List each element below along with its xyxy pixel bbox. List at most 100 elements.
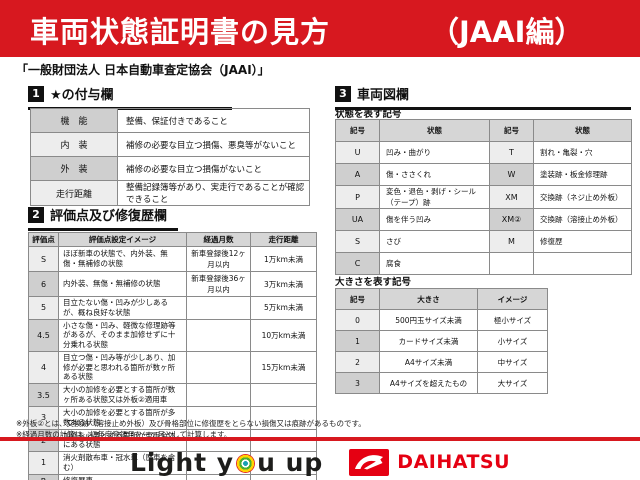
table-row: 4.5 小さな傷・凹み、軽微な修理跡等があるが、そのまま加修せずに十分乗れる状態… (28, 318, 317, 352)
light-you-up-logo: Light y u up (130, 448, 323, 477)
table-row: 3.5 大小の加修を必要とする箇所が数ヶ所ある状態又は外板②適用車 (28, 383, 317, 407)
symbol-cell: T (489, 141, 534, 164)
mileage-cell: 10万km未満 (250, 318, 317, 352)
section1-number-badge: 1 (28, 85, 44, 102)
star-category-label: 外 装 (30, 156, 118, 181)
footnote-line: ※経過月数の計算は、初年度登録月を一ヶ月として計算します。 (16, 430, 232, 440)
months-cell (186, 296, 251, 320)
section3-number-badge: 3 (335, 85, 351, 102)
score-cell: S (28, 246, 59, 272)
col-header-symbol: 記号 (335, 288, 380, 310)
image-cell: 目立つ傷・凹み等が少しあり、加修が必要と思われる箇所が数ヶ所ある状態 (58, 350, 187, 385)
daihatsu-mark-icon (349, 448, 390, 476)
section2-heading: 2 評価点及び修復歴欄 (28, 205, 178, 231)
table-row: A 傷・ささくれ W 塗装跡・板金修理跡 (335, 163, 632, 186)
table-row: 2 A4サイズ未満 中サイズ (335, 351, 548, 373)
months-cell: 新車登録後12ヶ月以内 (186, 246, 251, 272)
star-criteria-text: 整備記録簿等があり、実走行であることが確認できること (117, 180, 310, 206)
months-cell (186, 318, 251, 352)
table-row: 内 装 補修の必要な目立つ損傷、悪臭等がないこと (30, 132, 310, 157)
symbol-cell: 1 (335, 330, 380, 352)
section2-number-badge: 2 (28, 206, 44, 223)
symbol-cell: 3 (335, 372, 380, 394)
mileage-cell: 1万km未満 (250, 246, 317, 272)
table-row: 5 目立たない傷・凹みが少しあるが、概ね良好な状態 5万km未満 (28, 296, 317, 320)
state-cell: 凹み・曲がり (379, 141, 490, 164)
symbol-cell (489, 252, 534, 275)
daihatsu-wordmark: DAIHATSU (397, 451, 511, 473)
table-row: 1 カードサイズ未満 小サイズ (335, 330, 548, 352)
size-cell: A4サイズを超えたもの (379, 372, 478, 394)
score-cell: 4.5 (28, 318, 59, 352)
size-cell: カードサイズ未満 (379, 330, 478, 352)
size-cell: A4サイズ未満 (379, 351, 478, 373)
col-header-size: 大きさ (379, 288, 478, 310)
state-cell (533, 252, 632, 275)
symbol-cell: P (335, 185, 380, 209)
col-header-image: イメージ (477, 288, 548, 310)
symbol-cell: W (489, 163, 534, 186)
state-cell: 傷・ささくれ (379, 163, 490, 186)
col-header-symbol: 記号 (335, 119, 380, 142)
symbol-cell: S (335, 230, 380, 253)
star-criteria-table: 機 能 整備、保証付きであること 内 装 補修の必要な目立つ損傷、悪臭等がないこ… (30, 108, 310, 206)
section2-title: 評価点及び修復歴欄 (50, 209, 168, 224)
star-category-label: 走行距離 (30, 180, 118, 206)
col-header-state: 状態 (379, 119, 490, 142)
col-header-symbol: 記号 (489, 119, 534, 142)
mileage-cell: 15万km未満 (250, 350, 317, 385)
score-cell: 5 (28, 296, 59, 320)
image-cell: 極小サイズ (477, 309, 548, 331)
state-cell: 腐食 (379, 252, 490, 275)
months-cell (186, 350, 251, 385)
section3-heading: 3 車両図欄 (335, 84, 631, 110)
footnote-line: ※外板②とは、交換跡（溶接止め外板）及び骨格部位に修復歴をとらない損傷又は痕跡が… (16, 419, 366, 428)
table-row: 0 500円玉サイズ未満 極小サイズ (335, 309, 548, 331)
table-header-row: 記号 大きさ イメージ (335, 288, 548, 310)
symbol-cell: 2 (335, 351, 380, 373)
star-category-label: 機 能 (30, 108, 118, 133)
star-criteria-text: 補修の必要な目立つ損傷がないこと (117, 156, 310, 181)
table-row: 機 能 整備、保証付きであること (30, 108, 310, 133)
symbol-cell: 0 (335, 309, 380, 331)
state-cell: 塗装跡・板金修理跡 (533, 163, 632, 186)
section1-heading: 1 ★の付与欄 (28, 84, 232, 110)
mileage-cell: 3万km未満 (250, 271, 317, 297)
mileage-cell (250, 473, 317, 480)
table-row: U 凹み・曲がり T 割れ・亀裂・穴 (335, 141, 632, 164)
table-row: S ほぼ新車の状態で、内外装、無傷・無補修の状態 新車登録後12ヶ月以内 1万k… (28, 246, 317, 272)
state-cell: さび (379, 230, 490, 253)
slogan-text-pre: Light y (129, 447, 235, 477)
col-header-image: 評価点設定イメージ (58, 232, 187, 247)
months-cell: 新車登録後36ヶ月以内 (186, 271, 251, 297)
table-header-row: 記号 状態 記号 状態 (335, 119, 632, 142)
image-cell: 大小の加修を必要とする箇所が数ヶ所ある状態又は外板②適用車 (58, 383, 187, 407)
table-row: 走行距離 整備記録簿等があり、実走行であることが確認できること (30, 180, 310, 206)
score-cell: 6 (28, 271, 59, 297)
table-row: UA 傷を伴う凹み XM② 交換跡（溶接止め外板） (335, 208, 632, 231)
evaluation-table: 評価点 評価点設定イメージ 経過月数 走行距離 S ほぼ新車の状態で、内外装、無… (28, 232, 317, 480)
table-row: P 変色・退色・剥げ・シール（テープ）跡 XM 交換跡（ネジ止め外板） (335, 185, 632, 209)
image-cell: 小さな傷・凹み、軽微な修理跡等があるが、そのまま加修せずに十分乗れる状態 (58, 318, 187, 352)
col-header-state: 状態 (533, 119, 632, 142)
image-cell: 内外装、無傷・無補修の状態 (58, 271, 187, 297)
table-row: S さび M 修復歴 (335, 230, 632, 253)
symbol-cell: C (335, 252, 380, 275)
mileage-cell (250, 383, 317, 407)
image-cell: 大サイズ (477, 372, 548, 394)
image-cell: 小サイズ (477, 330, 548, 352)
score-cell: 3 (28, 406, 59, 430)
table-row: 4 目立つ傷・凹み等が少しあり、加修が必要と思われる箇所が数ヶ所ある状態 15万… (28, 350, 317, 385)
star-criteria-text: 整備、保証付きであること (117, 108, 310, 133)
section3-title: 車両図欄 (357, 88, 410, 103)
symbol-cell: XM (489, 185, 534, 209)
col-header-months: 経過月数 (186, 232, 251, 247)
size-symbols-table: 記号 大きさ イメージ 0 500円玉サイズ未満 極小サイズ 1 カードサイズ未… (335, 288, 548, 394)
state-cell: 割れ・亀裂・穴 (533, 141, 632, 164)
score-cell: 1 (28, 451, 59, 475)
footnotes: ※外板②とは、交換跡（溶接止め外板）及び骨格部位に修復歴をとらない損傷又は痕跡が… (16, 418, 366, 441)
size-cell: 500円玉サイズ未満 (379, 309, 478, 331)
page-title-edition: （JAAI編） (430, 15, 584, 49)
image-cell: ほぼ新車の状態で、内外装、無傷・無補修の状態 (58, 246, 187, 272)
